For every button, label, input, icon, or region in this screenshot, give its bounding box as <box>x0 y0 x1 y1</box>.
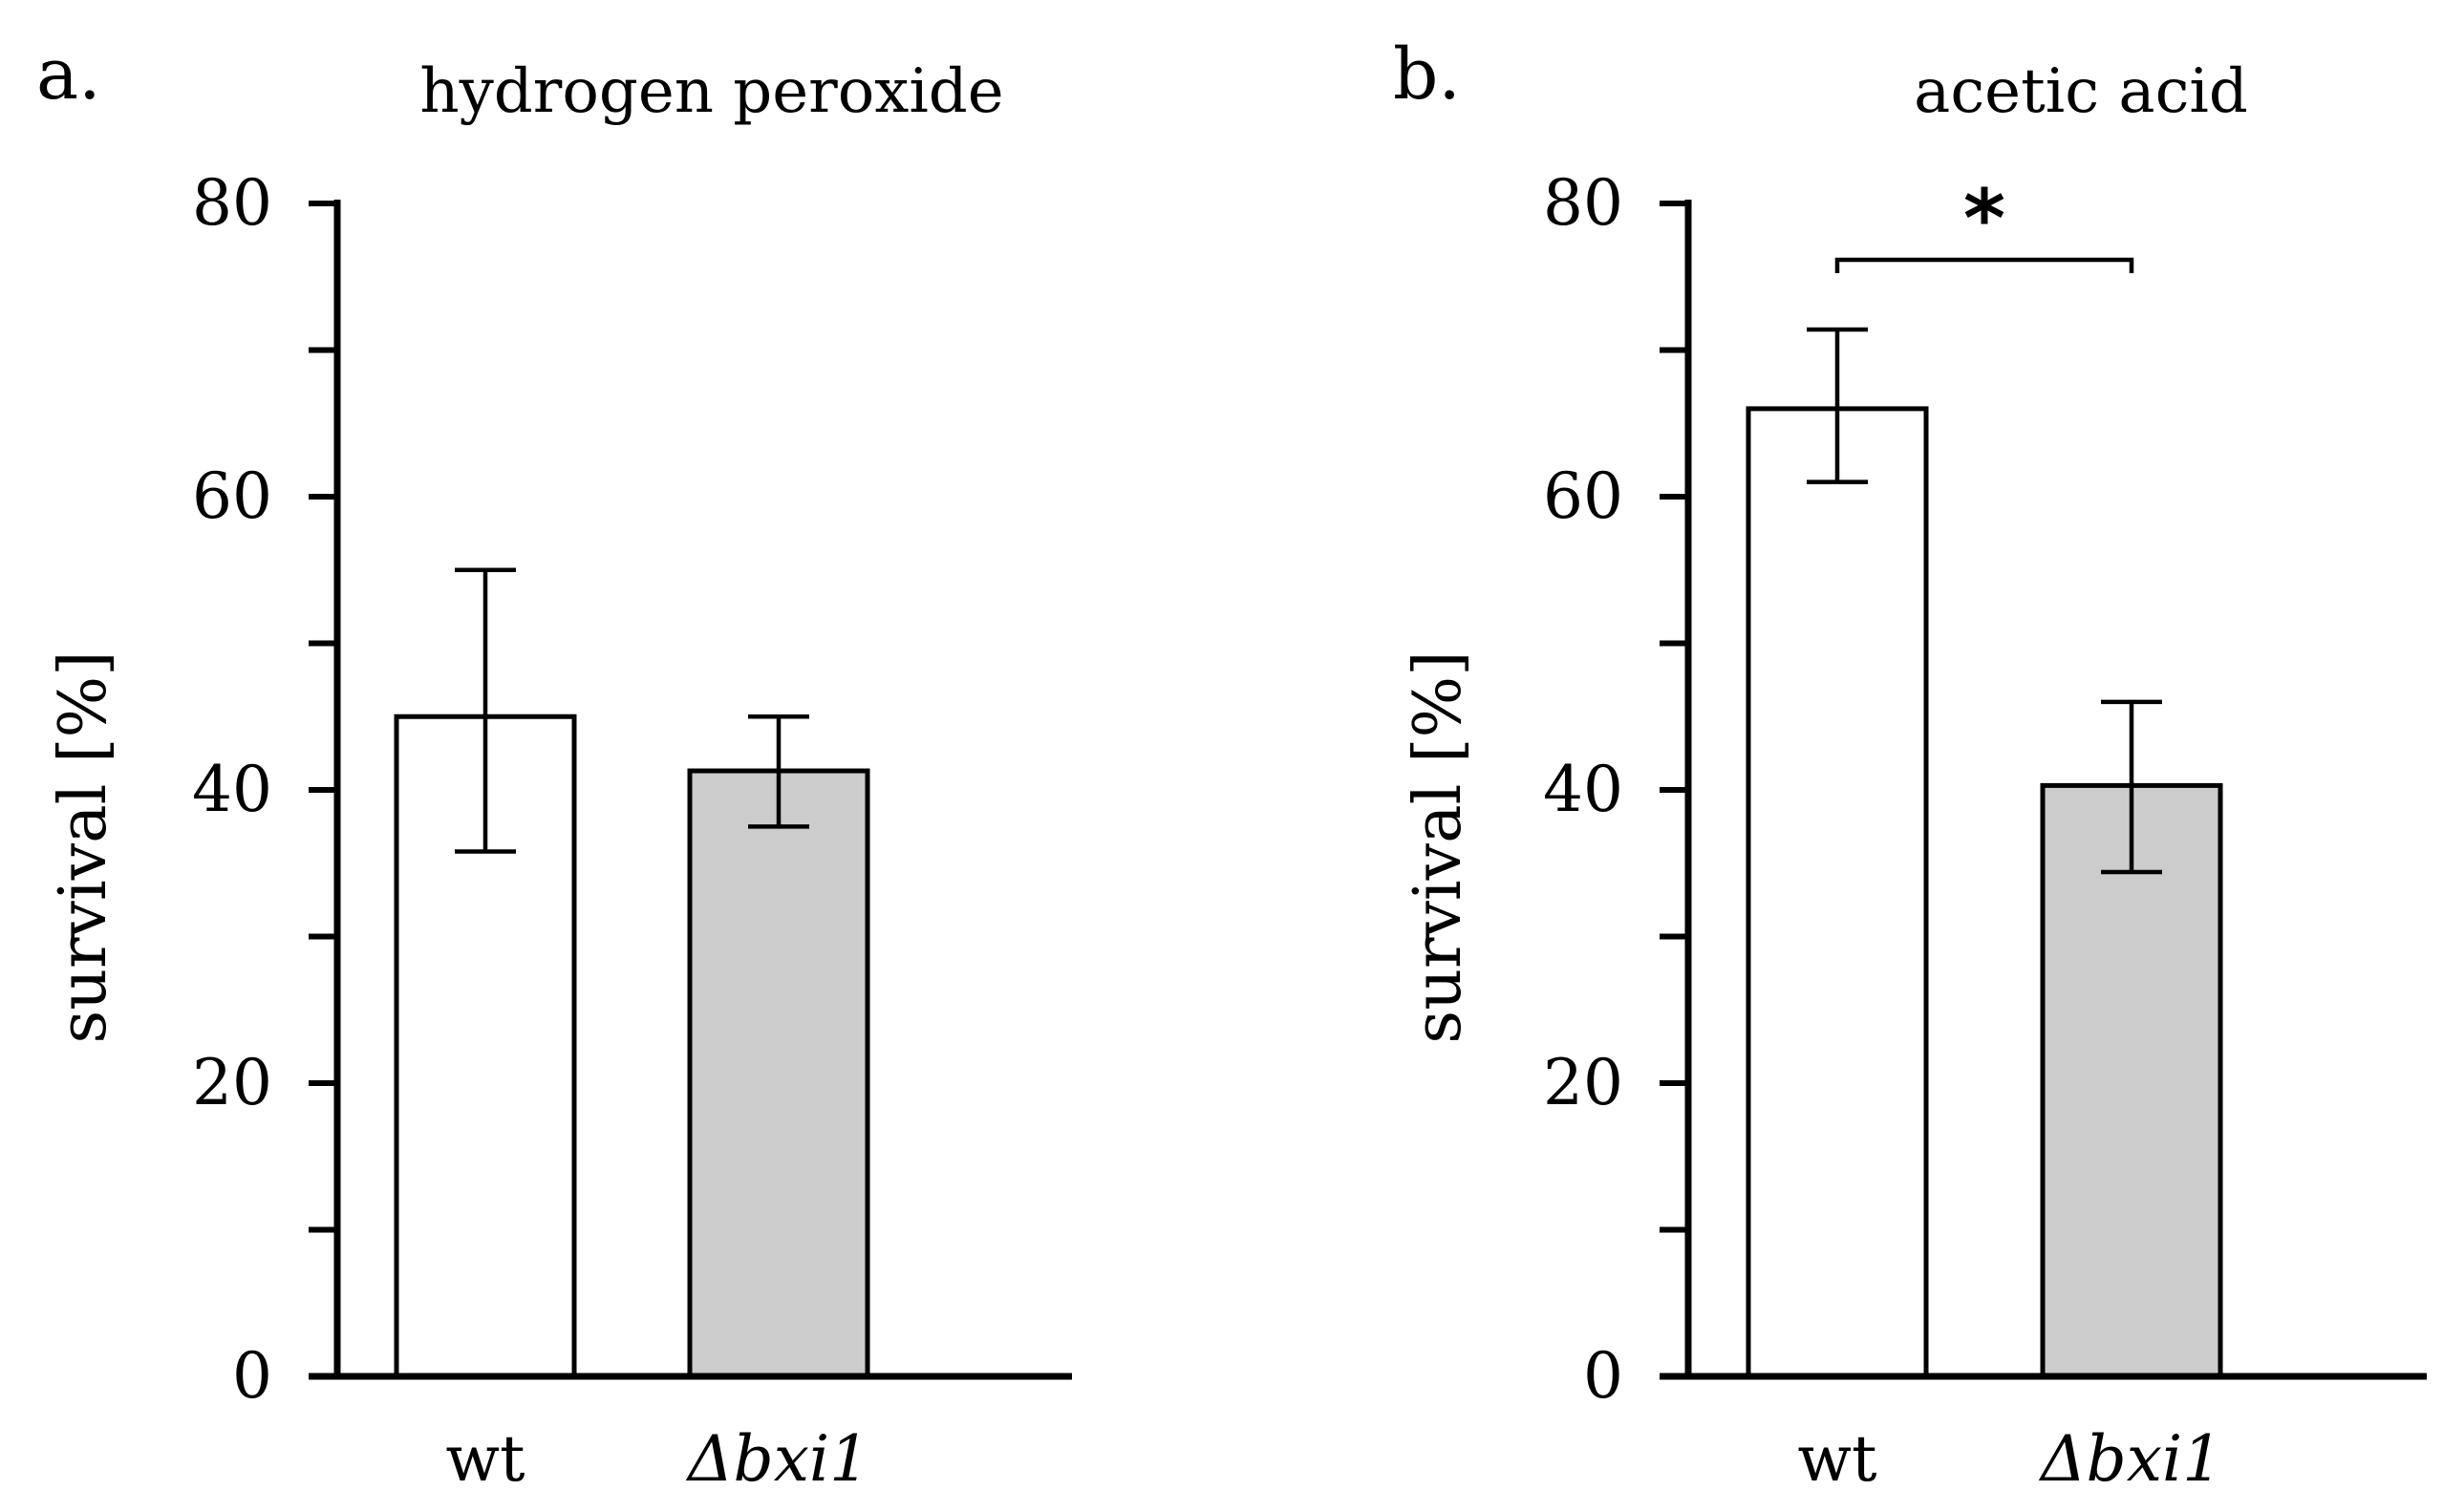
y-tick-label: 40 <box>1543 753 1623 826</box>
significance-asterisk: * <box>1963 172 2005 266</box>
y-axis-label: survival [%] <box>46 650 121 1043</box>
bar-wt <box>1746 406 1929 1379</box>
y-axis-label: survival [%] <box>1401 650 1476 1043</box>
bar-dbxi1 <box>687 768 870 1379</box>
y-tick-label: 40 <box>192 753 272 826</box>
y-tick-label: 60 <box>192 459 272 533</box>
significance-bracket <box>1834 257 2134 273</box>
y-tick-label: 20 <box>1543 1046 1623 1119</box>
bar-dbxi1 <box>2040 782 2223 1379</box>
y-tick-label: 60 <box>1543 459 1623 533</box>
chart-title: acetic acid <box>1914 56 2248 127</box>
y-tick-label: 80 <box>192 166 272 240</box>
panel-a-chart: a. hydrogen peroxide survival [%] wt Δbxi1 0 2… <box>36 33 1072 1496</box>
y-tick-label: 0 <box>1583 1339 1623 1413</box>
panel-b-chart: b. acetic acid survival [%] wt Δbxi1 0 20 40 60 8… <box>1393 33 2427 1496</box>
y-tick-label: 80 <box>1543 166 1623 240</box>
panel-letter: a. <box>36 33 101 116</box>
category-label: wt <box>1797 1422 1876 1496</box>
y-tick-label: 0 <box>232 1339 272 1413</box>
y-tick-label: 20 <box>192 1046 272 1119</box>
chart-title: hydrogen peroxide <box>419 56 1003 127</box>
category-label: wt <box>445 1422 525 1496</box>
category-label: Δbxi1 <box>685 1422 869 1496</box>
panel-letter: b. <box>1393 33 1461 116</box>
category-label: Δbxi1 <box>2038 1422 2222 1496</box>
